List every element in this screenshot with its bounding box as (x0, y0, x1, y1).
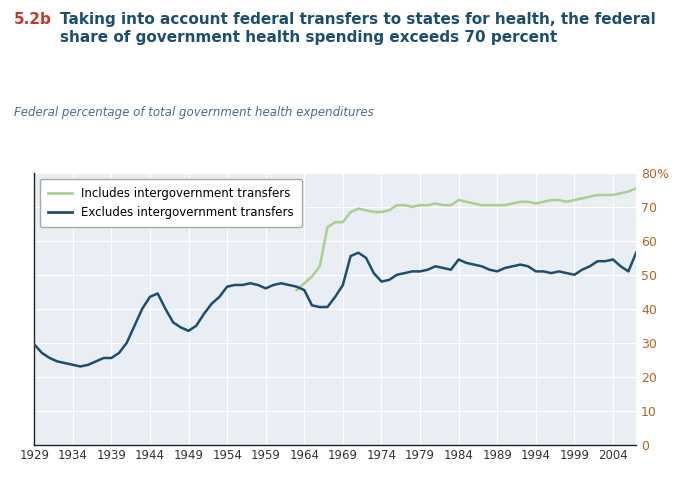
Excludes intergovernment transfers (200, 311, 208, 317)
Excludes intergovernment transfers (632, 250, 640, 256)
Includes intergovernment transfers (393, 202, 401, 208)
Includes intergovernment transfers (516, 199, 525, 205)
Includes intergovernment transfers (624, 189, 633, 195)
Line: Excludes intergovernment transfers: Excludes intergovernment transfers (34, 253, 636, 367)
Includes intergovernment transfers (562, 199, 570, 205)
Includes intergovernment transfers (477, 202, 486, 208)
Includes intergovernment transfers (324, 224, 332, 230)
Legend: Includes intergovernment transfers, Excludes intergovernment transfers: Includes intergovernment transfers, Excl… (40, 179, 302, 227)
Includes intergovernment transfers (555, 197, 563, 203)
Includes intergovernment transfers (632, 185, 640, 191)
Excludes intergovernment transfers (285, 282, 293, 288)
Includes intergovernment transfers (293, 287, 301, 293)
Includes intergovernment transfers (470, 201, 478, 206)
Includes intergovernment transfers (300, 280, 308, 286)
Excludes intergovernment transfers (393, 272, 401, 278)
Excludes intergovernment transfers (30, 341, 38, 347)
Includes intergovernment transfers (331, 219, 339, 225)
Includes intergovernment transfers (369, 209, 378, 215)
Includes intergovernment transfers (570, 197, 579, 203)
Includes intergovernment transfers (347, 209, 355, 215)
Includes intergovernment transfers (401, 202, 409, 208)
Includes intergovernment transfers (432, 201, 440, 206)
Includes intergovernment transfers (508, 201, 516, 206)
Includes intergovernment transfers (578, 196, 586, 202)
Includes intergovernment transfers (493, 202, 501, 208)
Includes intergovernment transfers (547, 197, 555, 203)
Includes intergovernment transfers (308, 274, 316, 280)
Excludes intergovernment transfers (486, 267, 494, 273)
Includes intergovernment transfers (586, 194, 594, 200)
Includes intergovernment transfers (354, 206, 363, 211)
Line: Includes intergovernment transfers: Includes intergovernment transfers (297, 188, 636, 290)
Includes intergovernment transfers (609, 192, 617, 198)
Includes intergovernment transfers (531, 201, 540, 206)
Excludes intergovernment transfers (77, 364, 85, 370)
Includes intergovernment transfers (462, 199, 471, 205)
Includes intergovernment transfers (423, 202, 432, 208)
Includes intergovernment transfers (408, 204, 417, 210)
Includes intergovernment transfers (385, 207, 393, 213)
Includes intergovernment transfers (447, 202, 455, 208)
Includes intergovernment transfers (315, 263, 324, 269)
Includes intergovernment transfers (455, 197, 463, 203)
Includes intergovernment transfers (339, 219, 347, 225)
Includes intergovernment transfers (416, 202, 424, 208)
Includes intergovernment transfers (501, 202, 509, 208)
Includes intergovernment transfers (601, 192, 609, 198)
Excludes intergovernment transfers (277, 280, 285, 286)
Includes intergovernment transfers (486, 202, 494, 208)
Excludes intergovernment transfers (185, 328, 193, 334)
Includes intergovernment transfers (616, 190, 624, 196)
Includes intergovernment transfers (439, 202, 447, 208)
Text: Taking into account federal transfers to states for health, the federal
share of: Taking into account federal transfers to… (60, 12, 656, 45)
Includes intergovernment transfers (594, 192, 602, 198)
Text: Federal percentage of total government health expenditures: Federal percentage of total government h… (14, 106, 373, 119)
Includes intergovernment transfers (524, 199, 532, 205)
Includes intergovernment transfers (362, 207, 370, 213)
Includes intergovernment transfers (540, 199, 548, 205)
Excludes intergovernment transfers (354, 250, 363, 256)
Text: 5.2b: 5.2b (14, 12, 51, 27)
Includes intergovernment transfers (378, 209, 386, 215)
